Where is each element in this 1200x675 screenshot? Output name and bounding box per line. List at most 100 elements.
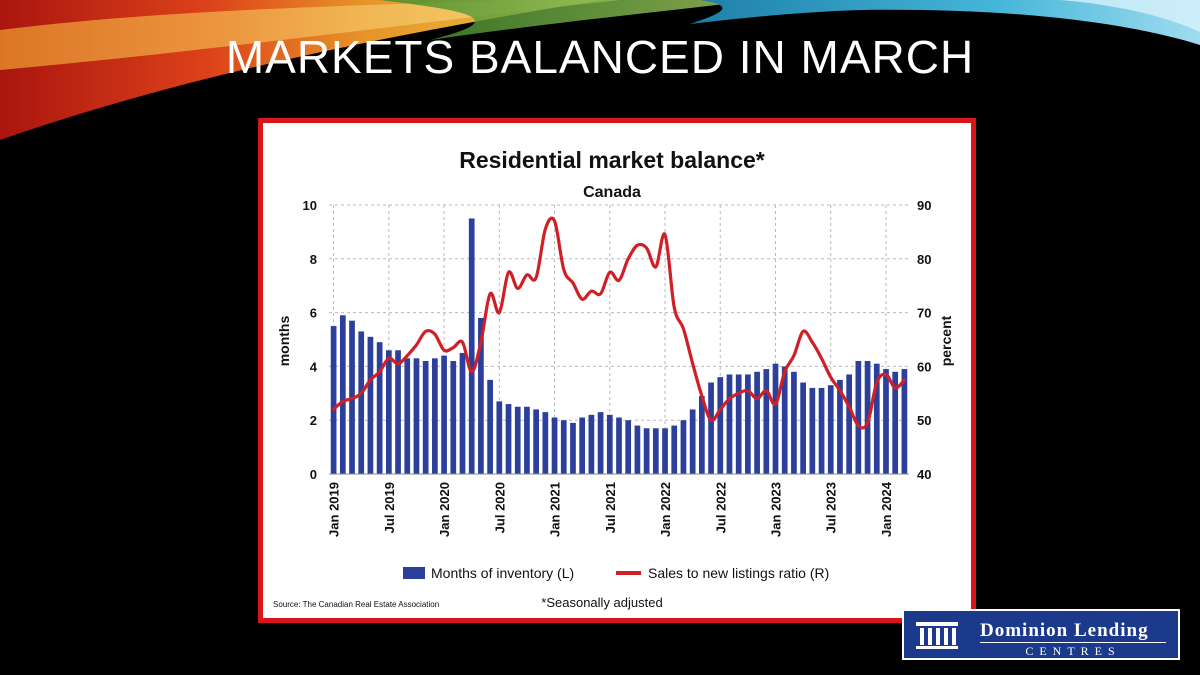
inventory-bar <box>809 387 816 474</box>
inventory-bar <box>441 355 447 474</box>
inventory-bar <box>597 412 604 474</box>
x-tick-label: Jan 2022 <box>658 482 673 537</box>
slide-title: MARKETS BALANCED IN MARCH <box>225 31 975 83</box>
inventory-bar <box>487 379 493 474</box>
inventory-bar <box>339 315 346 474</box>
inventory-bar <box>800 382 806 474</box>
legend-label-bars: Months of inventory (L) <box>431 565 574 581</box>
right-tick-label: 60 <box>917 359 931 374</box>
inventory-bar <box>846 374 853 474</box>
residential-market-balance-chart: Residential market balance* Canada month… <box>273 147 954 610</box>
inventory-bar <box>505 404 512 474</box>
chart-title: Residential market balance* <box>459 147 765 173</box>
inventory-bar <box>735 374 742 474</box>
inventory-bar <box>827 385 834 474</box>
inventory-bar <box>745 374 751 474</box>
inventory-bar <box>791 371 797 474</box>
left-tick-label: 4 <box>310 359 318 374</box>
decorative-swoosh-banner <box>0 0 1200 140</box>
left-tick-label: 10 <box>303 198 317 213</box>
inventory-bar <box>763 369 770 474</box>
line-series-sales-to-new-listings <box>332 216 906 430</box>
inventory-bar <box>533 409 539 474</box>
dominion-lending-logo: Dominion Lending CENTRES <box>902 609 1180 660</box>
inventory-bar <box>671 425 678 474</box>
inventory-bar <box>772 363 779 474</box>
inventory-bar <box>606 414 613 474</box>
chart-frame: Residential market balance* Canada month… <box>258 118 976 623</box>
inventory-bar <box>579 417 586 474</box>
inventory-bar <box>717 377 724 474</box>
inventory-bar <box>551 417 558 474</box>
inventory-bar <box>837 379 843 474</box>
source-note: Source: The Canadian Real Estate Associa… <box>273 600 439 609</box>
inventory-bar <box>634 425 641 474</box>
inventory-bar <box>588 414 595 474</box>
inventory-bar <box>542 412 549 474</box>
logo-divider <box>980 642 1166 643</box>
inventory-bar <box>404 358 411 474</box>
logo-subtitle: CENTRES <box>1025 644 1121 658</box>
x-tick-label: Jan 2019 <box>327 482 342 537</box>
x-tick-label: Jan 2024 <box>879 481 894 537</box>
inventory-bar <box>514 406 521 474</box>
inventory-bar <box>726 374 733 474</box>
left-tick-label: 6 <box>310 306 317 321</box>
building-columns-icon <box>916 622 958 649</box>
inventory-bar <box>367 336 374 474</box>
inventory-bar <box>468 218 475 474</box>
x-tick-label: Jul 2023 <box>824 482 839 533</box>
x-tick-label: Jul 2022 <box>713 482 728 533</box>
footnote: *Seasonally adjusted <box>541 595 662 610</box>
x-tick-label: Jul 2019 <box>382 482 397 533</box>
inventory-bar <box>422 361 429 474</box>
legend-swatch-bars <box>403 567 425 579</box>
inventory-bar <box>432 358 438 474</box>
right-tick-label: 90 <box>917 198 931 213</box>
x-tick-label: Jan 2023 <box>769 482 784 537</box>
inventory-bar <box>883 369 889 474</box>
inventory-bar <box>478 317 484 474</box>
logo-wordmark: Dominion Lending <box>980 620 1149 641</box>
inventory-bar <box>662 428 668 474</box>
x-tick-label: Jul 2020 <box>492 482 507 533</box>
x-tick-label: Jan 2020 <box>437 482 452 537</box>
inventory-bar <box>616 417 622 474</box>
legend-label-line: Sales to new listings ratio (R) <box>648 565 829 581</box>
legend: Months of inventory (L) Sales to new lis… <box>403 565 829 581</box>
left-tick-label: 8 <box>310 252 317 267</box>
inventory-bar <box>413 358 420 474</box>
inventory-bar <box>330 326 337 474</box>
right-tick-label: 80 <box>917 252 931 267</box>
inventory-bar <box>855 361 862 474</box>
inventory-bar <box>524 406 530 474</box>
inventory-bar <box>680 420 687 474</box>
inventory-bar <box>570 422 576 474</box>
inventory-bar <box>385 350 392 474</box>
x-tick-label: Jul 2021 <box>603 482 618 533</box>
x-tick-label: Jan 2021 <box>548 482 563 537</box>
inventory-bar <box>376 342 383 474</box>
inventory-bar <box>643 428 650 474</box>
inventory-bar <box>892 371 899 474</box>
inventory-bar <box>873 363 880 474</box>
inventory-bar <box>450 361 457 474</box>
inventory-bar <box>496 401 503 474</box>
inventory-bar <box>560 420 567 474</box>
inventory-bar <box>625 420 632 474</box>
inventory-bar <box>689 409 696 474</box>
inventory-bar <box>781 366 788 474</box>
axes: 0 2 4 6 8 10 40 50 60 70 80 90 Jan 2019 Jul 2019 Jan 2… <box>303 198 932 537</box>
inventory-bar <box>358 331 365 474</box>
left-axis-label: months <box>276 316 292 367</box>
chart-subtitle: Canada <box>583 184 641 201</box>
right-axis-label: percent <box>938 315 954 366</box>
inventory-bar <box>395 350 401 474</box>
inventory-bar <box>754 371 760 474</box>
left-tick-label: 2 <box>310 413 317 428</box>
inventory-bar <box>699 395 705 474</box>
inventory-bar <box>708 382 714 474</box>
right-tick-label: 50 <box>917 413 931 428</box>
inventory-bar <box>459 352 466 474</box>
sales-to-new-listings-line <box>332 216 906 430</box>
